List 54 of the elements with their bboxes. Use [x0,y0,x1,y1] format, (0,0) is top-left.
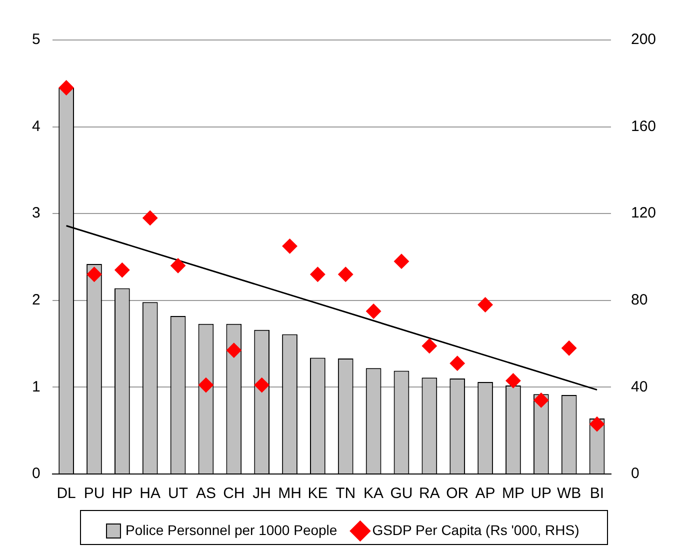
point [254,378,270,393]
point [338,266,354,282]
y2-tick-label: 200 [630,31,656,48]
x-tick-label: JH [252,485,271,502]
point [114,262,130,278]
y-tick-label: 3 [32,204,40,222]
point [394,254,409,269]
x-tick-label: GU [390,485,413,502]
point [282,238,298,254]
point [310,266,326,282]
legend-label: GSDP Per Capita (Rs '000, RHS) [372,522,580,538]
y2-tick-label: 120 [630,204,656,222]
x-tick-label: KA [364,485,384,502]
x-tick-label: DL [56,485,76,502]
point [198,378,214,393]
y2-tick-label: 0 [630,465,640,482]
x-tick-label: UP [530,485,552,502]
point [590,416,605,432]
x-tick-label: KE [308,485,328,502]
point [142,210,158,226]
y-tick-label: 2 [32,292,40,309]
point [534,392,549,408]
x-tick-label: WB [556,485,582,502]
x-tick-label: UT [168,485,188,502]
y-tick-label: 5 [32,31,40,48]
x-tick-label: RA [418,485,440,502]
point [170,258,186,274]
x-tick-label: PU [84,485,105,502]
legend-label: Police Personnel per 1000 People [126,522,338,538]
x-tick-label: MP [502,485,524,502]
point [506,373,521,388]
x-tick-label: HA [140,485,161,502]
y-tick-label: 0 [32,465,40,482]
x-tick-label: TN [336,485,356,502]
y-tick-label: 4 [32,118,40,135]
point [422,338,437,354]
point [366,304,382,319]
x-tick-label: AS [196,485,216,502]
y-tick-label: 1 [32,378,40,396]
y2-tick-label: 40 [630,378,648,396]
point [226,342,242,358]
x-tick-label: AP [475,485,496,502]
x-tick-label: CH [223,485,245,502]
x-tick-label: BI [590,485,604,502]
point [86,266,102,282]
x-tick-label: OR [446,485,469,502]
point [562,340,577,356]
y2-tick-label: 80 [630,292,648,309]
x-tick-label: HP [112,485,133,502]
x-tick-label: MH [278,485,302,502]
point [478,297,493,312]
point [58,80,74,96]
point [450,356,465,371]
y2-tick-label: 160 [630,118,656,135]
